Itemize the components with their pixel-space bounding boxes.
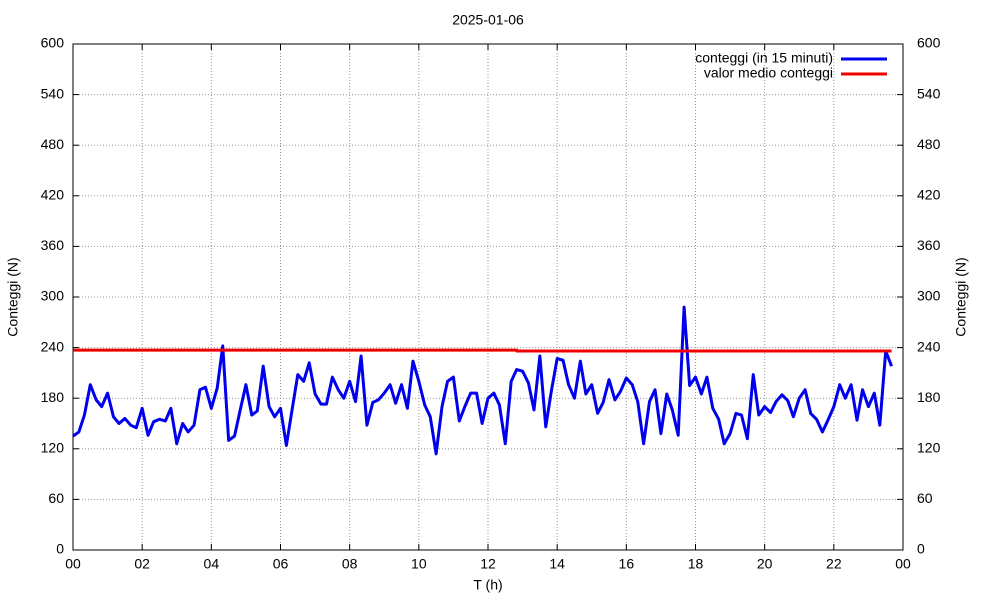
y-tick-label: 600 [41, 35, 65, 51]
y-tick-label: 0 [56, 541, 64, 557]
x-tick-label: 02 [134, 556, 150, 572]
plot-frame [72, 43, 904, 551]
legend-label: valor medio conteggi [704, 65, 833, 81]
y2-tick-label: 600 [917, 35, 941, 51]
y-tick-label: 540 [41, 85, 65, 101]
y2-tick-label: 300 [917, 288, 941, 304]
y2-axis-label: Conteggi (N) [953, 257, 969, 336]
y-axis-label: Conteggi (N) [5, 257, 21, 336]
y-tick-label: 480 [41, 136, 65, 152]
y-tick-label: 420 [41, 187, 65, 203]
y2-tick-label: 120 [917, 440, 941, 456]
legend-label: conteggi (in 15 minuti) [695, 50, 833, 66]
x-tick-label: 20 [757, 556, 773, 572]
x-tick-label: 00 [895, 556, 911, 572]
x-tick-label: 14 [549, 556, 565, 572]
y2-tick-label: 0 [917, 541, 925, 557]
y2-tick-label: 180 [917, 389, 941, 405]
y-tick-label: 240 [41, 338, 65, 354]
y2-tick-label: 60 [917, 490, 933, 506]
x-tick-label: 06 [273, 556, 289, 572]
y2-tick-label: 240 [917, 338, 941, 354]
y-tick-label: 300 [41, 288, 65, 304]
y2-tick-label: 420 [917, 187, 941, 203]
x-axis-label: T (h) [473, 577, 502, 593]
y-tick-label: 180 [41, 389, 65, 405]
y-tick-label: 120 [41, 440, 65, 456]
data-line [73, 348, 892, 353]
x-tick-label: 18 [688, 556, 704, 572]
x-tick-label: 12 [480, 556, 496, 572]
chart-title: 2025-01-06 [452, 12, 524, 28]
x-tick-label: 10 [411, 556, 427, 572]
data-line [72, 305, 893, 456]
y-tick-label: 360 [41, 237, 65, 253]
x-tick-label: 16 [619, 556, 635, 572]
y2-tick-label: 360 [917, 237, 941, 253]
x-tick-label: 22 [826, 556, 842, 572]
x-tick-label: 00 [65, 556, 81, 572]
x-tick-label: 04 [204, 556, 220, 572]
x-tick-label: 08 [342, 556, 358, 572]
y2-tick-label: 540 [917, 85, 941, 101]
y2-tick-label: 480 [917, 136, 941, 152]
y-tick-label: 60 [48, 490, 64, 506]
